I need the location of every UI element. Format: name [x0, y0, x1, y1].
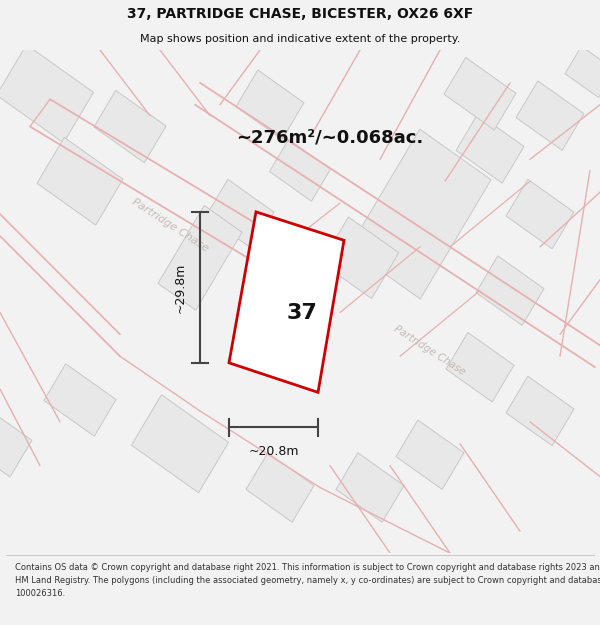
- Polygon shape: [37, 138, 123, 225]
- Polygon shape: [0, 411, 32, 477]
- Polygon shape: [476, 256, 544, 326]
- Text: Map shows position and indicative extent of the property.: Map shows position and indicative extent…: [140, 34, 460, 44]
- Polygon shape: [506, 179, 574, 249]
- Polygon shape: [506, 376, 574, 446]
- Polygon shape: [396, 420, 464, 489]
- Text: Partridge Chase: Partridge Chase: [130, 196, 210, 254]
- Polygon shape: [446, 332, 514, 402]
- Text: ~20.8m: ~20.8m: [248, 445, 299, 458]
- Polygon shape: [0, 45, 94, 142]
- Polygon shape: [158, 206, 242, 310]
- Text: Partridge Chase: Partridge Chase: [392, 324, 467, 378]
- Polygon shape: [516, 81, 584, 151]
- Polygon shape: [229, 212, 344, 392]
- Polygon shape: [94, 91, 166, 162]
- Text: Contains OS data © Crown copyright and database right 2021. This information is : Contains OS data © Crown copyright and d…: [15, 563, 600, 598]
- Polygon shape: [336, 452, 404, 522]
- Polygon shape: [444, 58, 516, 130]
- Text: ~276m²/~0.068ac.: ~276m²/~0.068ac.: [236, 129, 424, 146]
- Polygon shape: [321, 217, 399, 299]
- Polygon shape: [269, 139, 331, 201]
- Polygon shape: [44, 364, 116, 436]
- Polygon shape: [456, 114, 524, 183]
- Polygon shape: [246, 452, 314, 522]
- Text: 37, PARTRIDGE CHASE, BICESTER, OX26 6XF: 37, PARTRIDGE CHASE, BICESTER, OX26 6XF: [127, 7, 473, 21]
- Polygon shape: [565, 46, 600, 98]
- Text: ~29.8m: ~29.8m: [173, 262, 187, 312]
- Polygon shape: [206, 179, 274, 249]
- Polygon shape: [236, 70, 304, 139]
- Polygon shape: [349, 129, 491, 299]
- Polygon shape: [131, 395, 229, 492]
- Text: 37: 37: [286, 302, 317, 322]
